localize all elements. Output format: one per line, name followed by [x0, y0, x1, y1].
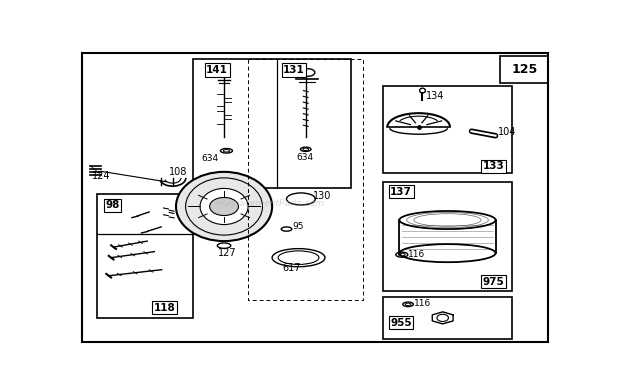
Text: 116: 116: [414, 299, 431, 308]
Text: 116: 116: [408, 249, 425, 258]
Text: 131: 131: [283, 65, 305, 75]
Bar: [383, 86, 512, 173]
Text: 104: 104: [498, 127, 516, 137]
Ellipse shape: [176, 172, 272, 241]
Bar: [193, 59, 352, 188]
Bar: [383, 182, 512, 291]
Text: 118: 118: [153, 303, 175, 313]
Text: 634: 634: [296, 153, 313, 162]
Text: 124: 124: [92, 171, 110, 181]
Text: 127: 127: [218, 248, 236, 258]
Text: 125: 125: [512, 63, 538, 76]
Ellipse shape: [200, 188, 248, 224]
Text: 98: 98: [105, 201, 120, 210]
Text: eReplacementParts.com: eReplacementParts.com: [215, 199, 325, 208]
Text: 975: 975: [482, 277, 504, 287]
Circle shape: [210, 197, 239, 215]
Text: 634: 634: [202, 154, 219, 163]
Text: 108: 108: [169, 167, 187, 177]
Text: 95: 95: [293, 222, 304, 231]
Bar: [97, 194, 193, 318]
Text: 130: 130: [313, 191, 331, 201]
Text: 134: 134: [426, 91, 445, 101]
Bar: [383, 297, 512, 339]
Text: 133: 133: [482, 161, 504, 171]
Text: 955: 955: [391, 318, 412, 328]
Bar: [500, 56, 548, 83]
Text: 617: 617: [282, 263, 301, 273]
Text: 141: 141: [206, 65, 228, 75]
Text: 137: 137: [391, 187, 412, 197]
